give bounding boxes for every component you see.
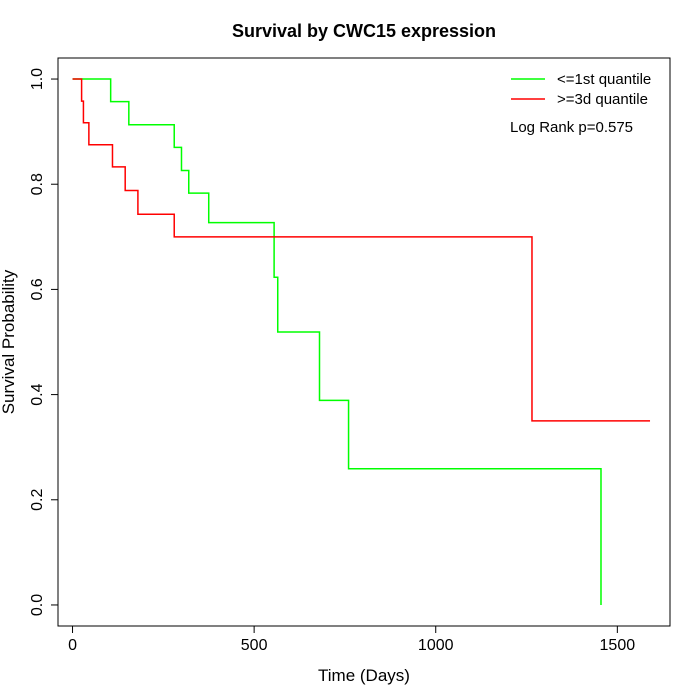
y-tick-label: 0.0: [29, 594, 46, 616]
y-tick-label: 0.6: [29, 278, 46, 300]
y-tick-label: 0.2: [29, 489, 46, 511]
legend-label-1: >=3d quantile: [557, 91, 648, 108]
x-axis-label: Time (Days): [318, 666, 410, 685]
y-axis: 0.0 0.2 0.4 0.6 0.8 1.0: [29, 68, 58, 616]
plot-frame: [57, 57, 671, 627]
legend-label-0: <=1st quantile: [557, 71, 651, 88]
log-rank-annotation: Log Rank p=0.575: [510, 119, 633, 136]
y-tick-label: 0.4: [29, 383, 46, 405]
y-axis-label: Survival Probability: [0, 269, 18, 414]
y-tick-label: 1.0: [29, 68, 46, 90]
y-tick-label: 0.8: [29, 173, 46, 195]
x-tick-label: 1500: [600, 637, 636, 654]
series-layer: [72, 78, 651, 605]
chart-title: Survival by CWC15 expression: [232, 21, 496, 41]
legend: <=1st quantile >=3d quantile: [511, 71, 651, 108]
x-tick-label: 500: [241, 637, 268, 654]
x-axis: 0 500 1000 1500: [68, 626, 635, 654]
x-tick-label: 1000: [418, 637, 454, 654]
series-line-1: [72, 78, 651, 422]
series-line-0: [72, 78, 602, 605]
x-tick-label: 0: [68, 637, 77, 654]
